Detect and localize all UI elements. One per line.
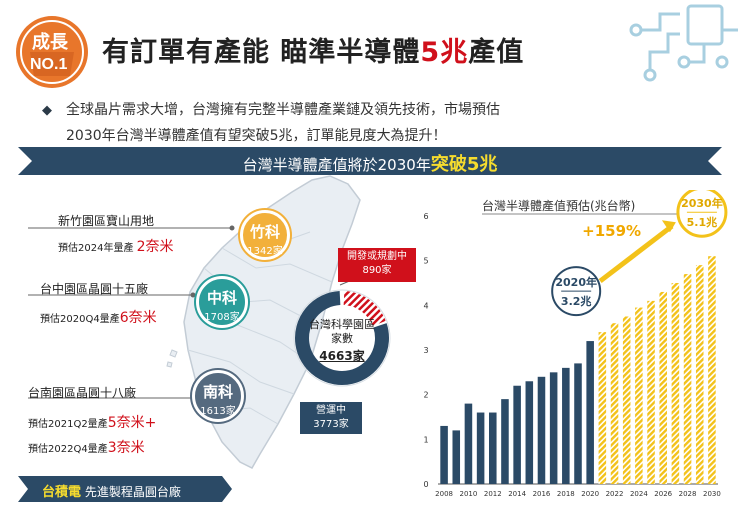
bar-2024: [635, 307, 643, 484]
development-callout: 開發或規劃中 890家: [338, 248, 416, 282]
bar-2012: [489, 412, 497, 484]
bubble-2030: [676, 190, 728, 238]
bar-2017: [549, 372, 558, 484]
taichung-label: 台中園區晶圓十五廠: [40, 282, 149, 296]
bar-2011: [476, 412, 485, 484]
y-tick-label: 6: [423, 212, 428, 221]
x-tick-label: 2028: [679, 490, 697, 498]
bar-2008: [440, 425, 448, 484]
y-tick-label: 0: [423, 480, 428, 489]
x-tick-label: 2018: [557, 490, 575, 498]
x-tick-label: 2014: [508, 490, 526, 498]
diamond-bullet-icon: ◆: [42, 103, 52, 118]
bar-2029: [695, 265, 704, 484]
bar-2009: [452, 430, 461, 484]
taichung-note: 預估2020Q4量產6奈米: [40, 310, 157, 326]
tsmc-name: 台積電: [42, 485, 82, 500]
x-tick-label: 2026: [654, 490, 672, 498]
output-forecast-chart: 0 1 2 3 4 5 6 2008 2010 2012 2014 2016 2018 2020 2022 2…: [423, 190, 728, 498]
bar-2013: [501, 399, 509, 484]
bubble-2030-year: 2030年: [681, 196, 723, 210]
headline-banner: 台灣半導體產值將於2030年突破5兆: [18, 147, 722, 175]
chart-title: 台灣半導體產值預估(兆台幣): [482, 198, 635, 213]
bar-2015: [525, 381, 534, 484]
bar-2010: [464, 403, 473, 484]
x-tick-label: 2030: [703, 490, 721, 498]
tsmc-banner: 台積電 先進製程晶圓台廠: [18, 476, 232, 502]
bubble-2020-value: 3.2兆: [561, 294, 592, 308]
banner-highlight: 突破5兆: [430, 154, 498, 175]
badge-line2: NO.1: [30, 56, 68, 73]
y-tick-label: 4: [423, 301, 428, 310]
bar-2018: [562, 367, 570, 484]
growth-arrow: [598, 224, 674, 284]
y-tick-label: 2: [423, 391, 428, 400]
y-tick-label: 1: [423, 435, 428, 444]
circuit-decoration: [629, 4, 738, 82]
bar-2021: [598, 332, 607, 484]
page-title: 有訂單有產能 瞄準半導體5兆產值: [102, 37, 525, 68]
x-tick-label: 2008: [435, 490, 453, 498]
x-tick-label: 2022: [606, 490, 624, 498]
hsinchu-note: 預估2024年量產 2奈米: [58, 239, 174, 255]
bar-2027: [671, 283, 680, 484]
parks-donut: [293, 289, 391, 387]
donut-center: 台灣科學園區 家數 4663家: [296, 318, 388, 363]
bar-2019: [574, 363, 582, 484]
y-tick-label: 5: [423, 257, 428, 266]
bar-2023: [622, 316, 631, 484]
bar-2014: [513, 385, 521, 484]
badge-line1: 成長: [32, 32, 68, 53]
growth-label: +159%: [582, 222, 641, 240]
growth-badge: 成長 NO.1: [10, 14, 94, 90]
bar-2028: [683, 274, 692, 484]
taichung-park-circle: 中科 1708家: [196, 276, 248, 328]
x-tick-label: 2010: [460, 490, 478, 498]
y-tick-label: 3: [423, 346, 428, 355]
hsinchu-park-circle: 竹科 1342家: [240, 210, 290, 260]
tainan-note-2: 預估2022Q4量產3奈米: [28, 440, 145, 456]
tainan-label: 台南園區晶圓十八廠: [28, 386, 137, 400]
x-tick-label: 2024: [630, 490, 648, 498]
intro-text: 全球晶片需求大增，台灣擁有完整半導體產業鏈及領先技術，市場預估2030年台灣半導…: [66, 102, 500, 144]
bar-2022: [610, 323, 619, 484]
x-tick-label: 2016: [533, 490, 551, 498]
bubble-2030-value: 5.1兆: [687, 215, 718, 229]
x-tick-label: 2012: [484, 490, 502, 498]
x-tick-label: 2020: [581, 490, 599, 498]
tainan-note-1: 預估2021Q2量產5奈米+: [28, 415, 157, 431]
donut-development-arc: [343, 291, 386, 327]
bar-2030: [708, 256, 716, 484]
bar-2025: [647, 300, 655, 484]
intro-bullet: ◆ 全球晶片需求大增，台灣擁有完整半導體產業鏈及領先技術，市場預估2030年台灣…: [42, 97, 514, 149]
bar-2016: [537, 376, 546, 484]
donut-total: 4663家: [319, 349, 365, 363]
tsmc-desc: 先進製程晶圓台廠: [81, 485, 181, 499]
tainan-park-circle: 南科 1613家: [192, 370, 244, 422]
hsinchu-label: 新竹園區寶山用地: [58, 214, 155, 228]
growth-arrowhead: [661, 220, 676, 233]
banner-text: 台灣半導體產值將於2030年: [242, 156, 431, 174]
operating-callout: 營運中 3773家: [300, 402, 362, 434]
bubble-2020-year: 2020年: [555, 275, 597, 289]
bar-2026: [659, 291, 667, 484]
donut-operating-arc: [295, 291, 389, 385]
bar-2020: [586, 341, 594, 484]
